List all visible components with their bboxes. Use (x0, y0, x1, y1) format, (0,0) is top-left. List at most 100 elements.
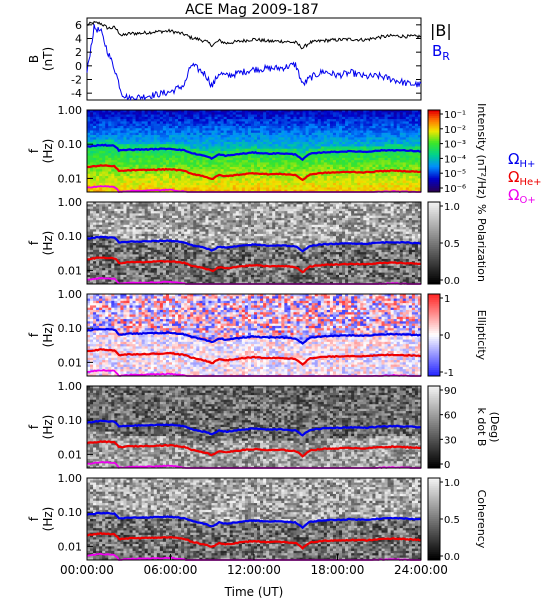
spectrogram-cell (342, 176, 346, 179)
spectrogram-cell (411, 130, 416, 134)
spectrogram-cell (162, 256, 167, 260)
spectrogram-cell (278, 180, 282, 184)
spectrogram-cell (314, 187, 319, 191)
spectrogram-cell (399, 135, 404, 138)
spectrogram-cell (144, 202, 149, 205)
spectrogram-cell (308, 157, 313, 161)
spectrogram-cell (129, 206, 133, 210)
spectrogram-cell (378, 119, 382, 122)
spectrogram-cell (254, 139, 258, 143)
spectrogram-cell (141, 245, 146, 248)
spectrogram-cell (296, 141, 300, 145)
spectrogram-cell (120, 231, 124, 235)
spectrogram-cell (147, 162, 152, 166)
spectrogram-cell (147, 211, 152, 214)
spectrogram-cell (178, 160, 182, 163)
spectrogram-cell (302, 151, 307, 154)
spectrogram-cell (147, 182, 152, 186)
spectrogram-cell (332, 189, 337, 193)
spectrogram-cell (162, 211, 167, 214)
spectrogram-cell (144, 110, 149, 113)
spectrogram-cell (111, 182, 115, 186)
spectrogram-cell (244, 166, 249, 170)
spectrogram-cell (211, 116, 215, 120)
spectrogram-cell (269, 144, 273, 147)
spectrogram-cell (226, 169, 231, 172)
spectrogram-cell (405, 187, 410, 191)
spectrogram-cell (211, 141, 215, 145)
spectrogram-cell (93, 157, 97, 161)
spectrogram-cell (90, 180, 94, 184)
spectrogram-cell (102, 213, 106, 217)
spectrogram-cell (229, 123, 234, 127)
spectrogram-cell (220, 110, 225, 113)
spectrogram-cell (87, 208, 91, 212)
spectrogram-cell (254, 148, 258, 152)
spectrogram-cell (345, 114, 349, 118)
spectrogram-cell (178, 144, 182, 147)
spectrogram-cell (99, 173, 103, 177)
spectrogram-cell (178, 116, 182, 120)
spectrogram-cell (272, 187, 276, 191)
spectrogram-cell (147, 141, 152, 145)
spectrogram-cell (287, 119, 291, 122)
spectrogram-cell (147, 180, 152, 184)
spectrogram-cell (129, 173, 133, 177)
spectrogram-cell (414, 176, 419, 179)
spectrogram-cell (357, 178, 361, 182)
spectrogram-cell (342, 114, 346, 118)
spectrogram-cell (250, 173, 255, 177)
panel-intensity: 1.000.100.01f (Hz)10⁻¹10⁻²10⁻³10⁻⁴10⁻⁵10⁻… (27, 103, 488, 199)
spectrogram-cell (247, 148, 252, 152)
spectrogram-cell (381, 139, 385, 143)
spectrogram-cell (314, 164, 319, 168)
spectrogram-cell (147, 217, 152, 221)
spectrogram-cell (250, 125, 255, 129)
spectrogram-cell (223, 185, 228, 188)
spectrogram-cell (305, 169, 310, 172)
spectrogram-cell (117, 171, 121, 175)
spectrogram-cell (235, 146, 240, 150)
spectrogram-cell (354, 185, 358, 188)
spectrogram-cell (357, 169, 361, 172)
spectrogram-cell (135, 231, 140, 235)
spectrogram-cell (184, 114, 188, 118)
spectrogram-cell (308, 119, 313, 122)
spectrogram-cell (399, 155, 404, 159)
spectrogram-cell (99, 243, 103, 246)
spectrogram-cell (275, 146, 279, 150)
spectrogram-cell (144, 272, 149, 276)
spectrogram-cell (117, 217, 121, 221)
spectrogram-cell (108, 206, 112, 210)
spectrogram-cell (196, 112, 200, 115)
spectrogram-cell (345, 135, 349, 138)
spectrogram-cell (223, 116, 228, 120)
spectrogram-cell (360, 128, 364, 131)
spectrogram-cell (399, 164, 404, 168)
spectrogram-cell (372, 110, 376, 113)
spectrogram-cell (390, 151, 395, 154)
spectrogram-cell (247, 141, 252, 145)
spectrogram-cell (226, 176, 231, 179)
spectrogram-cell (162, 148, 167, 152)
spectrogram-cell (384, 153, 388, 156)
spectrogram-cell (326, 146, 331, 150)
spectrogram-cell (87, 231, 91, 235)
spectrogram-cell (232, 132, 237, 136)
spectrogram-cell (184, 171, 188, 175)
spectrogram-cell (314, 148, 319, 152)
spectrogram-cell (165, 178, 170, 182)
spectrogram-cell (244, 123, 249, 127)
br-sub: R (442, 50, 450, 63)
spectrogram-cell (351, 139, 355, 143)
spectrogram-cell (99, 151, 103, 154)
spectrogram-cell (390, 146, 395, 150)
spectrogram-cell (223, 128, 228, 131)
spectrogram-cell (108, 270, 112, 274)
spectrogram-cell (205, 162, 209, 166)
spectrogram-cell (272, 121, 276, 125)
spectrogram-cell (108, 204, 112, 207)
spectrogram-cell (102, 254, 106, 258)
spectrogram-cell (90, 189, 94, 193)
spectrogram-cell (144, 128, 149, 131)
